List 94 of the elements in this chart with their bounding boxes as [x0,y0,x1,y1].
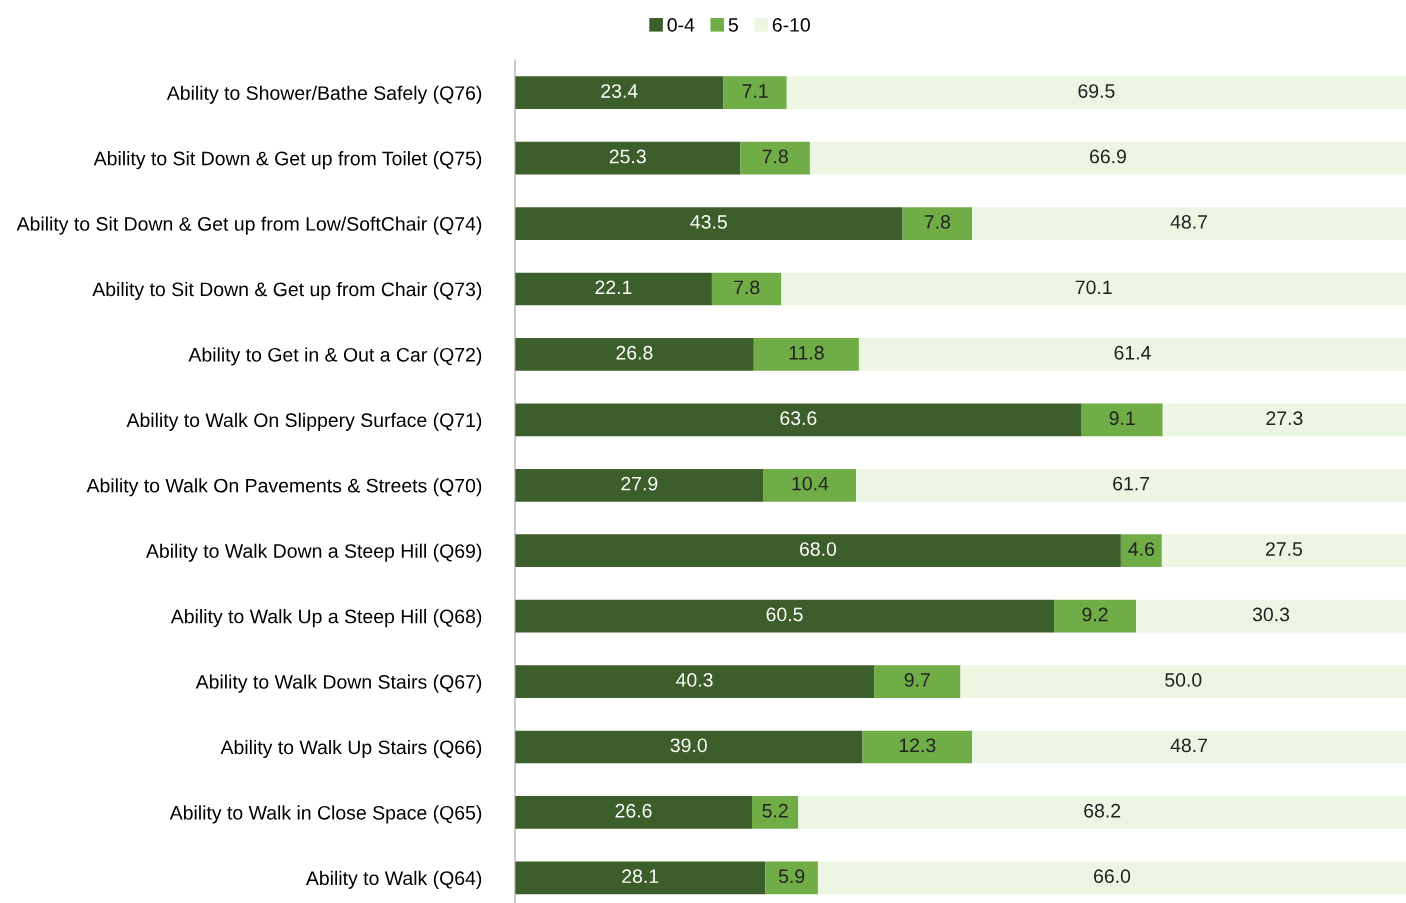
data-label: 12.3 [899,738,936,753]
data-label: 7.8 [762,149,788,164]
data-label: 7.8 [734,280,760,295]
data-label: 28.1 [622,869,659,884]
bar [753,338,859,371]
bar [723,76,787,110]
bar [711,272,782,306]
data-label: 23.4 [601,84,638,98]
legend-label: 6-10 [772,18,810,32]
bar [763,468,857,502]
bar [902,207,973,240]
data-label: 5.2 [762,803,788,818]
y-tick-label: Ability to Sit Down & Get up from Toilet (Q75) [93,151,482,170]
y-tick-label: Ability to Walk Up Stairs (Q66) [220,739,482,759]
data-label: 5.9 [778,869,805,884]
bar [515,861,766,895]
bar [515,403,1082,437]
bar [740,141,810,175]
bar [515,796,753,829]
y-tick-label: Ability to Walk Down a Steep Hill (Q69) [145,543,482,562]
data-label: 26.8 [616,345,653,360]
data-label: 60.5 [766,607,803,622]
bar [798,796,1406,829]
data-label: 27.3 [1266,411,1303,426]
data-label: 68.2 [1084,803,1121,818]
bar [765,861,818,895]
bar [858,338,1406,371]
data-label: 50.0 [1165,673,1202,687]
bar [515,534,1121,568]
bar [817,861,1406,895]
data-label: 7.8 [924,215,950,229]
bar [809,141,1406,175]
data-label: 66.9 [1090,149,1126,164]
bar [515,665,875,698]
bar [856,468,1406,502]
bar [515,141,741,175]
y-tick-label: Ability to Get in & Out a Car (Q72) [188,347,482,366]
data-label: 61.4 [1114,345,1151,360]
bar [972,207,1406,240]
bar [1081,403,1163,437]
bar [874,665,961,698]
y-tick-label: Ability to Walk On Slippery Surface (Q71) [126,412,482,431]
bar [1054,599,1137,633]
data-label: 39.0 [670,738,707,753]
data-label: 66.0 [1094,869,1131,884]
data-label: 27.5 [1265,542,1303,556]
y-tick-label: Ability to Walk Up a Steep Hill (Q68) [170,609,482,628]
bar [1120,534,1162,568]
y-tick-label: Ability to Sit Down & Get up from Low/SoftChair (Q74) [16,216,482,235]
data-label: 9.2 [1082,607,1108,622]
data-label: 10.4 [792,476,829,491]
bar [1136,599,1406,633]
data-label: 4.6 [1128,542,1155,556]
data-label: 61.7 [1113,476,1150,491]
data-label: 30.3 [1252,607,1290,622]
data-label: 25.3 [609,149,646,164]
data-label: 40.3 [676,673,713,687]
data-label: 63.6 [780,411,817,426]
bar [781,272,1406,306]
y-tick-label: Ability to Sit Down & Get up from Chair (Q73) [92,281,482,301]
bar [515,730,863,764]
data-label: 22.1 [595,280,632,295]
data-label: 26.6 [615,803,652,818]
bar [515,207,903,240]
bar [786,76,1406,110]
legend-label: 0-4 [667,18,695,32]
data-label: 70.1 [1075,280,1112,295]
y-tick-label: Ability to Walk in Close Space (Q65) [169,805,482,824]
data-label: 11.8 [789,345,824,360]
data-label: 27.9 [621,476,658,491]
bar [752,796,799,829]
bar [515,599,1055,633]
y-tick-label: Ability to Walk Down Stairs (Q67) [195,674,482,693]
data-label: 7.1 [742,84,768,98]
data-label: 69.5 [1078,84,1115,98]
bar [960,665,1406,698]
y-tick-label: Ability to Walk (Q64) [305,870,482,889]
bar [1162,403,1406,437]
bar [862,730,973,764]
bar [515,338,754,371]
data-label: 9.7 [904,673,930,687]
bar [1161,534,1406,568]
legend-label: 5 [728,18,738,32]
y-tick-label: Ability to Walk On Pavements & Streets (Q70) [86,478,482,497]
data-label: 68.0 [800,542,837,556]
data-label: 43.5 [690,215,727,229]
data-label: 48.7 [1170,215,1207,229]
bar [972,730,1406,764]
bar [515,272,712,306]
bar [515,76,724,110]
y-tick-label: Ability to Shower/Bathe Safely (Q76) [166,85,482,104]
data-label: 9.1 [1109,411,1135,426]
data-label: 48.7 [1170,738,1207,753]
bar [515,468,764,502]
